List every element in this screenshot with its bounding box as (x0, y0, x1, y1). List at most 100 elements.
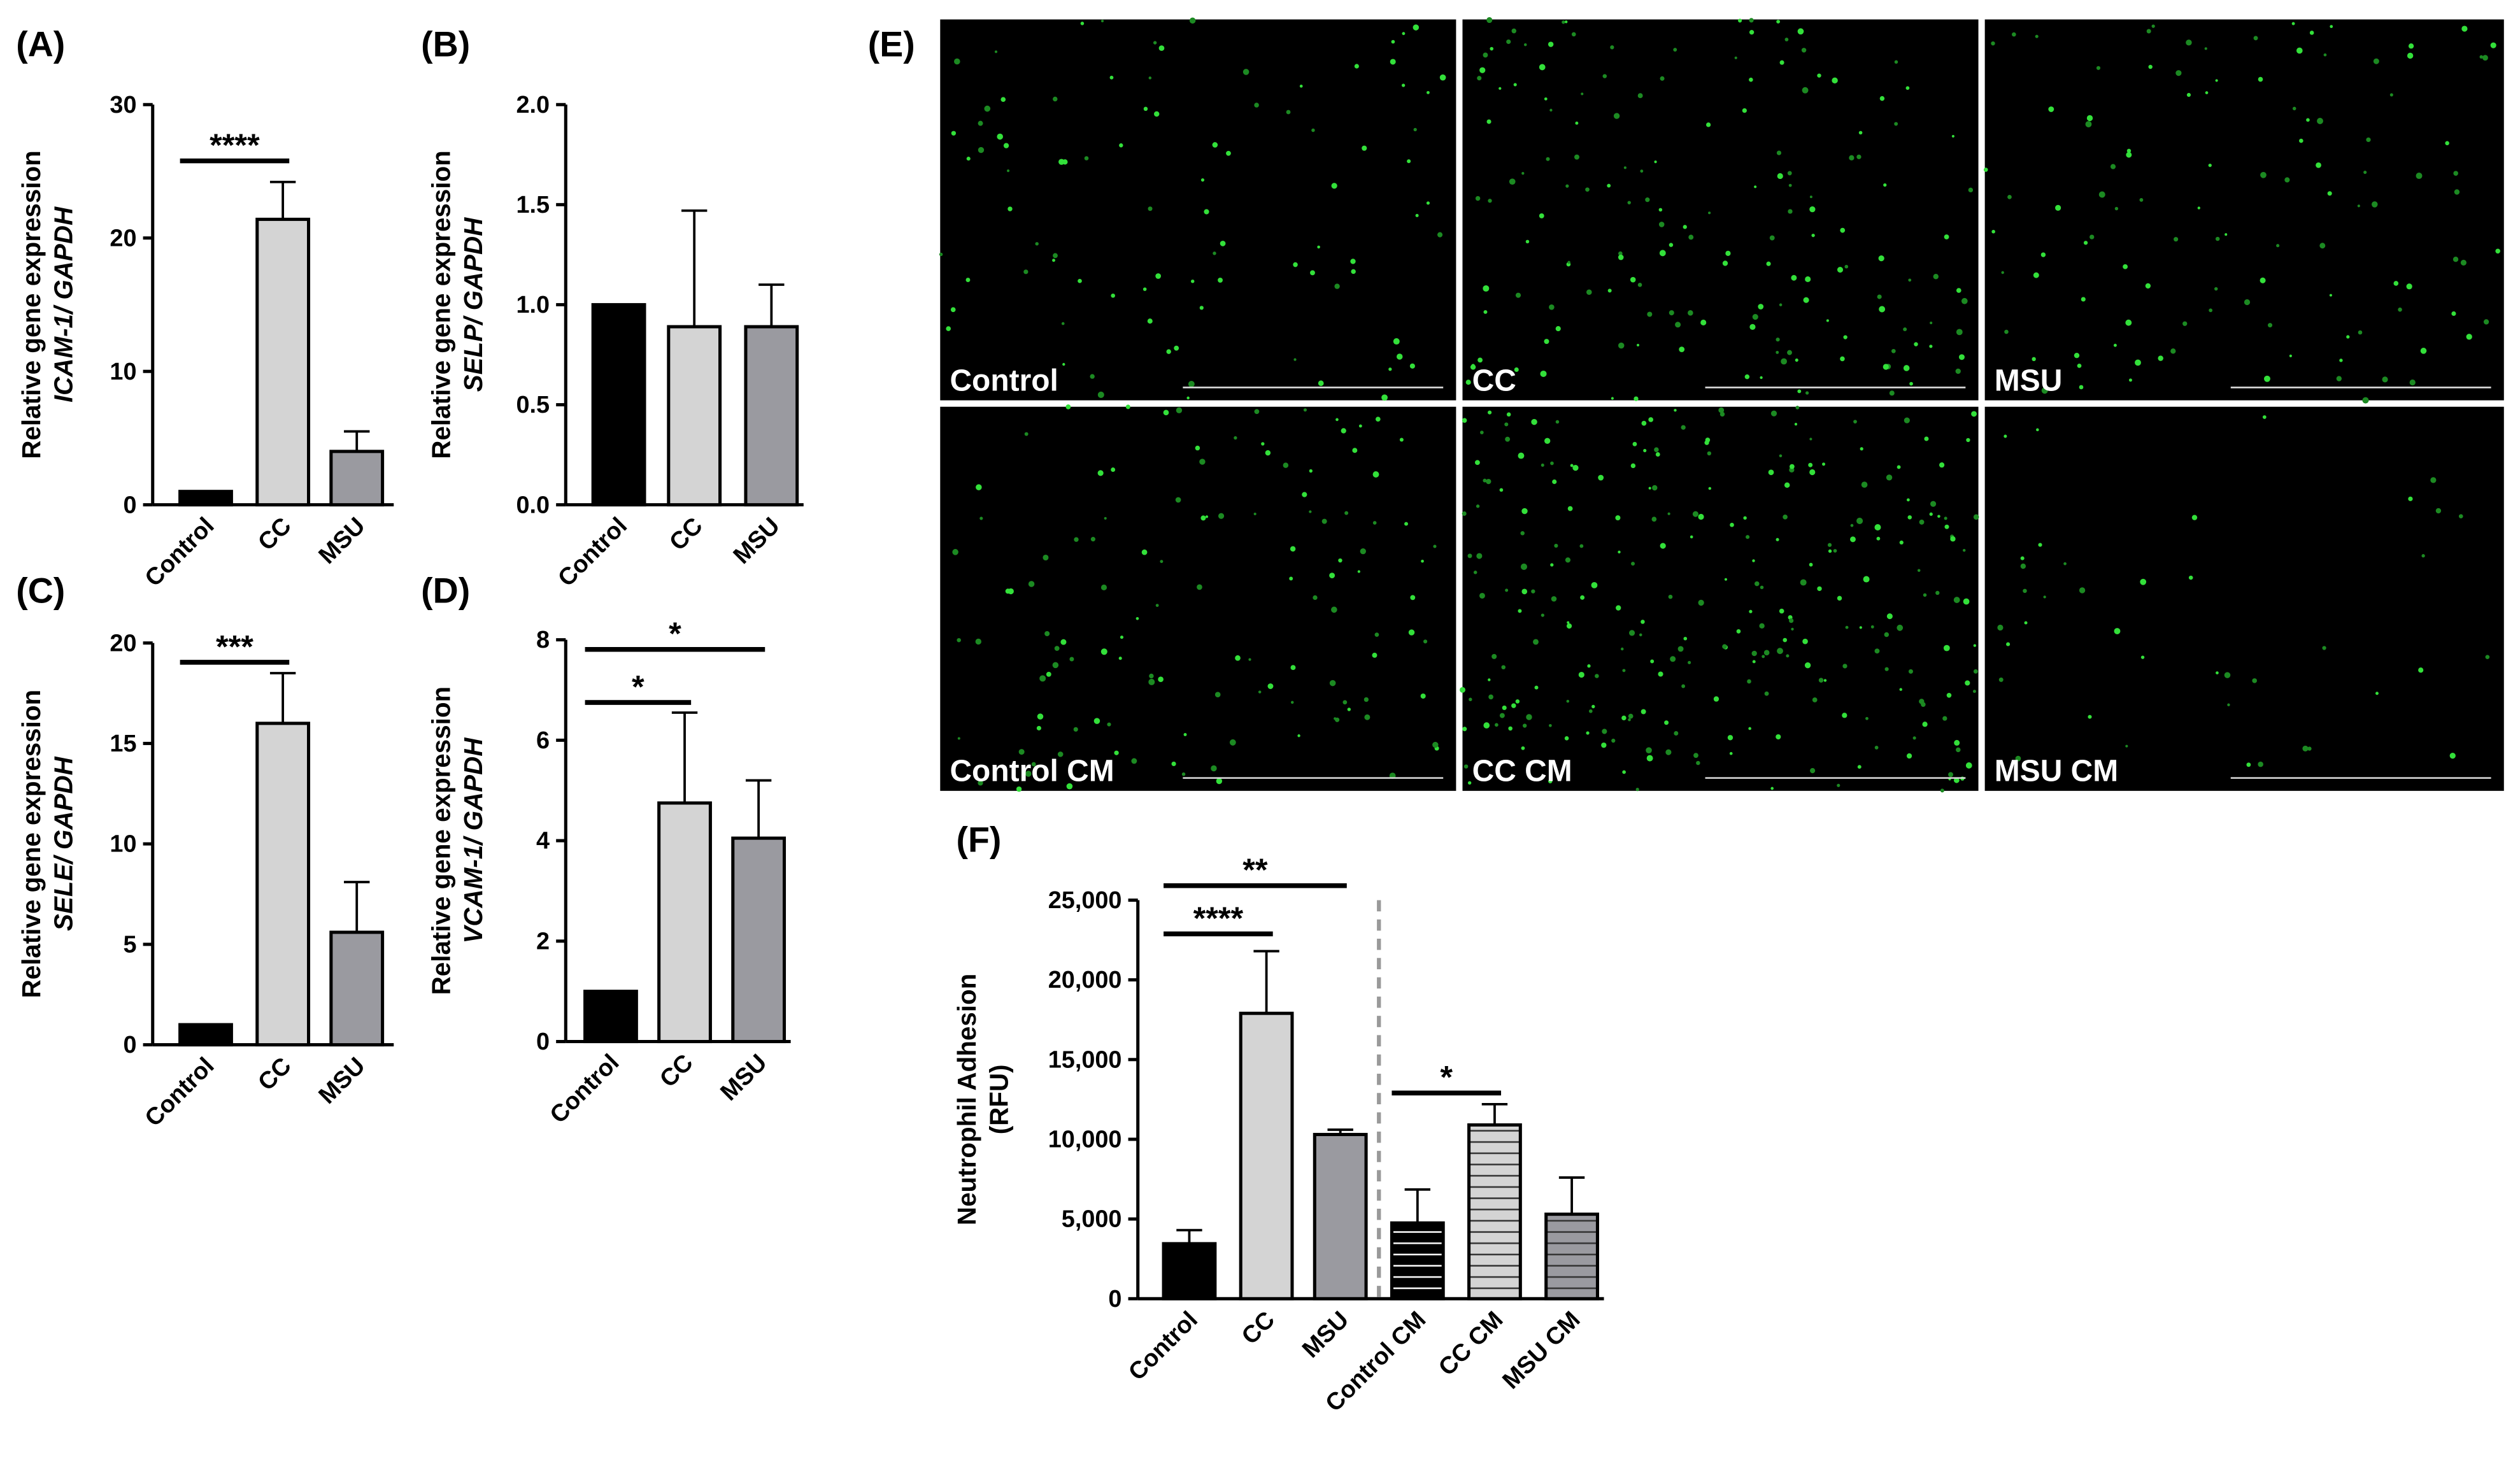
image-background (940, 406, 1456, 791)
cell-dot (1951, 134, 1954, 138)
cell-dot (1842, 664, 1847, 669)
cell-dot (2041, 387, 2048, 394)
cell-dot (979, 516, 983, 520)
cell-dot (1779, 454, 1783, 458)
cell-dot (1763, 650, 1770, 656)
x-tick-label: CC (1237, 1306, 1280, 1349)
cell-dot (1313, 595, 1318, 601)
cell-dot (1309, 469, 1313, 473)
cell-dot (1111, 293, 1115, 298)
cell-dot (1681, 684, 1686, 688)
cell-dot (1571, 32, 1576, 37)
cell-dot (1218, 277, 1223, 283)
cell-dot (1462, 511, 1467, 516)
cell-dot (1722, 260, 1728, 266)
cell-dot (2252, 678, 2257, 683)
cell-dot (1909, 381, 1913, 386)
cell-dot (1877, 294, 1882, 299)
significance-label: ** (1242, 851, 1268, 888)
cell-dot (1725, 250, 1731, 256)
cell-dot (1883, 183, 1887, 187)
cell-dot (1396, 353, 1403, 360)
cell-dot (1601, 742, 1607, 748)
cell-dot (1107, 722, 1111, 727)
cell-dot (1801, 48, 1807, 53)
cell-dot (957, 637, 961, 643)
cell-dot (1696, 760, 1700, 765)
cell-dot (1828, 549, 1832, 553)
cell-dot (2363, 170, 2367, 174)
cell-dot (1214, 692, 1221, 697)
cell-dot (1668, 594, 1673, 599)
cell-dot (2151, 24, 2155, 28)
cell-dot (1776, 537, 1779, 541)
panel-label: (D) (421, 571, 470, 611)
cell-dot (1734, 56, 1737, 59)
cell-dot (1465, 380, 1471, 385)
cell-dot (1539, 64, 1546, 71)
cell-dot (2148, 64, 2153, 69)
cell-dot (1874, 648, 1880, 654)
cell-dot (1303, 408, 1307, 412)
cell-dot (1141, 549, 1148, 555)
cell-dot (1501, 665, 1506, 670)
cell-dot (1505, 588, 1509, 592)
cell-dot (1658, 671, 1663, 677)
cell-dot (1943, 644, 1950, 651)
cell-dot (2460, 259, 2467, 266)
cell-dot (1562, 20, 1565, 24)
cell-dot (1171, 761, 1176, 767)
cell-dot (1581, 92, 1584, 96)
cell-dot (1805, 391, 1809, 395)
cell-dot (1174, 345, 1179, 351)
cell-dot (1630, 463, 1636, 469)
cell-dot (1688, 234, 1694, 240)
cell-dot (1622, 770, 1626, 774)
cell-dot (1940, 788, 1944, 793)
cell-dot (1000, 97, 1006, 103)
cell-dot (1006, 169, 1010, 173)
cell-dot (1587, 664, 1591, 668)
cell-dot (1421, 559, 1424, 563)
image-background (940, 19, 1456, 401)
cell-dot (1078, 278, 1082, 283)
image-background (1462, 406, 1979, 791)
cell-dot (1669, 243, 1674, 247)
micrograph: CC (1462, 17, 1979, 401)
cell-dot (1688, 660, 1691, 664)
cell-dot (1929, 512, 1933, 516)
cell-dot (1630, 276, 1636, 283)
cell-dot (2214, 287, 2218, 291)
cell-dot (1955, 368, 1961, 374)
cell-dot (1053, 96, 1058, 102)
cell-dot (1189, 17, 1196, 24)
cell-dot (1393, 338, 1400, 345)
cell-dot (1550, 563, 1554, 567)
cell-dot (1637, 93, 1643, 99)
cell-dot (1879, 306, 1886, 313)
cell-dot (1944, 524, 1949, 529)
cell-dot (2306, 118, 2310, 122)
cell-dot (1036, 725, 1041, 730)
cell-dot (1645, 197, 1650, 203)
cell-dot (1364, 714, 1370, 720)
cell-dot (1074, 537, 1079, 542)
panel-label: (C) (16, 571, 65, 611)
cell-dot (1646, 747, 1652, 753)
cell-dot (1344, 511, 1349, 515)
cell-dot (1039, 675, 1046, 682)
y-tick-label: 15,000 (1048, 1046, 1122, 1073)
cell-dot (1564, 736, 1569, 741)
cell-dot (1372, 652, 1377, 658)
cell-dot (1338, 558, 1342, 563)
cell-dot (2458, 514, 2463, 519)
cell-dot (2382, 376, 2388, 383)
cell-dot (1531, 589, 1535, 594)
cell-dot (1613, 113, 1620, 119)
cell-dot (1879, 96, 1885, 101)
cell-dot (1856, 154, 1862, 159)
bar (1390, 1221, 1445, 1300)
cell-dot (1857, 765, 1862, 769)
cell-dot (2033, 272, 2039, 278)
